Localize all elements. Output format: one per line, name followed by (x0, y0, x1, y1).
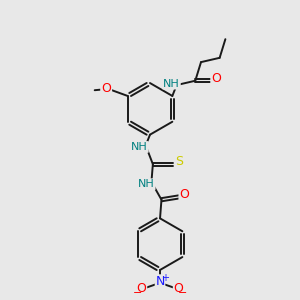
Text: +: + (161, 273, 169, 283)
Text: NH: NH (138, 179, 154, 189)
Text: NH: NH (163, 79, 180, 88)
Text: O: O (101, 82, 111, 95)
Text: O: O (179, 188, 189, 201)
Text: NH: NH (131, 142, 148, 152)
Text: O: O (211, 72, 221, 85)
Text: −: − (133, 288, 142, 298)
Text: −: − (177, 288, 187, 298)
Text: O: O (137, 281, 147, 295)
Text: O: O (173, 281, 183, 295)
Text: N: N (155, 275, 165, 288)
Text: S: S (175, 155, 183, 168)
